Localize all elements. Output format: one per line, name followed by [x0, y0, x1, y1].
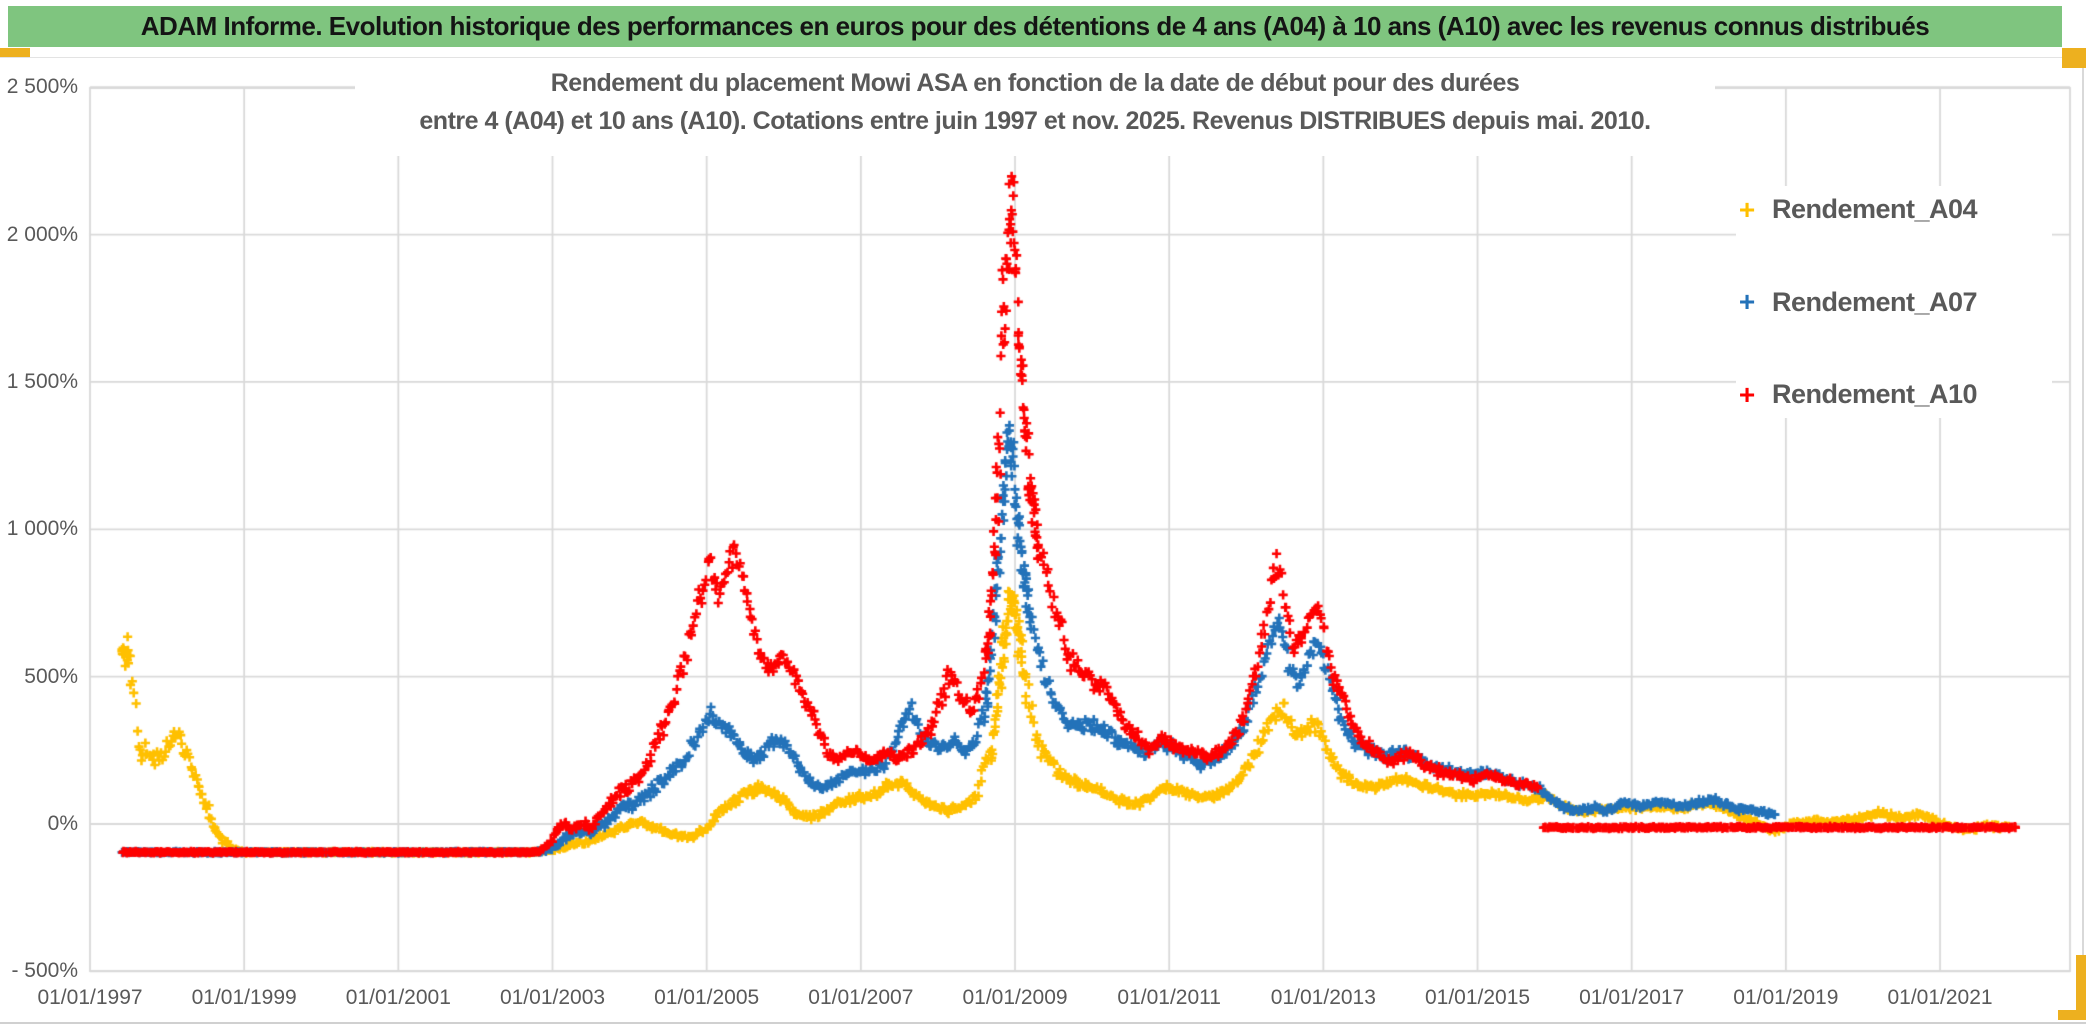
x-axis-tick-label: 01/01/2017 [1579, 986, 1685, 1009]
legend-label: Rendement_A10 [1772, 379, 1978, 409]
x-axis-tick-label: 01/01/2015 [1424, 986, 1531, 1009]
plus-marker-icon: + [1738, 193, 1756, 225]
x-axis-tick-label: 01/01/1997 [37, 986, 143, 1009]
chart-title: Rendement du placement Mowi ASA en fonct… [355, 64, 1715, 156]
x-axis-tick-label: 01/01/2001 [345, 986, 451, 1009]
legend-item-a04[interactable]: + Rendement_A04 [1736, 194, 2052, 225]
x-axis-tick-label: 01/01/2011 [1117, 986, 1221, 1009]
y-axis-tick-label: 2 000% [6, 222, 78, 246]
legend: + Rendement_A04 + Rendement_A07 + Rendem… [1736, 186, 2052, 418]
x-axis-tick-label: 01/01/2019 [1733, 986, 1839, 1009]
y-axis-tick-label: 2 500% [6, 75, 78, 99]
x-axis-tick-label: 01/01/2007 [808, 986, 914, 1009]
legend-label: Rendement_A07 [1772, 286, 1978, 317]
x-axis-tick-label: 01/01/2003 [499, 986, 606, 1009]
y-axis-tick-label: 500% [24, 664, 78, 688]
x-axis-tick-label: 01/01/2013 [1270, 986, 1376, 1009]
x-axis-tick-label: 01/01/2021 [1887, 986, 1993, 1009]
plus-marker-icon: + [1738, 286, 1756, 317]
x-axis-tick-label: 01/01/1999 [191, 986, 297, 1009]
y-axis-tick-label: 1 000% [6, 517, 78, 541]
legend-item-a10[interactable]: + Rendement_A10 [1736, 379, 2052, 410]
plus-marker-icon: + [1738, 378, 1756, 410]
x-axis-tick-label: 01/01/2005 [654, 986, 760, 1009]
chart-title-line1: Rendement du placement Mowi ASA en fonct… [550, 69, 1520, 97]
x-axis-tick-label: 01/01/2009 [962, 986, 1068, 1009]
legend-label: Rendement_A04 [1772, 194, 1978, 224]
y-axis-tick-label: 0% [47, 812, 78, 835]
y-axis-tick-label: 1 500% [6, 369, 78, 393]
chart-title-line2: entre 4 (A04) et 10 ans (A10). Cotations… [419, 107, 1651, 135]
y-axis-tick-label: - 500% [11, 959, 78, 983]
legend-item-a07[interactable]: + Rendement_A07 [1736, 287, 2052, 318]
